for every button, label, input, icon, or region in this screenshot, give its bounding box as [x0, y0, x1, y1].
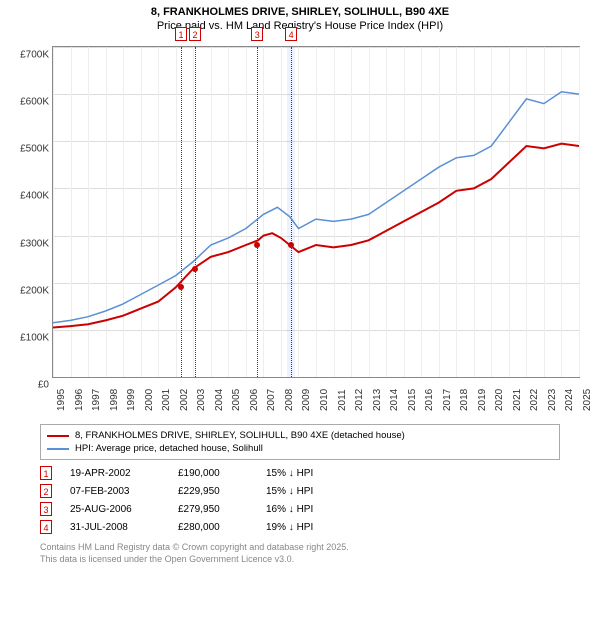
transaction-price: £280,000 — [178, 522, 248, 533]
transaction-number: 1 — [40, 466, 52, 480]
transaction-table: 1 19-APR-2002 £190,000 15% ↓ HPI 2 07-FEB-200… — [40, 464, 560, 536]
legend-swatch — [47, 435, 69, 437]
transaction-row: 1 19-APR-2002 £190,000 15% ↓ HPI — [40, 464, 560, 482]
transaction-hpi-diff: 15% ↓ HPI — [266, 486, 346, 497]
chart-title: 8, FRANKHOLMES DRIVE, SHIRLEY, SOLIHULL,… — [0, 0, 600, 20]
transaction-date: 31-JUL-2008 — [70, 522, 160, 533]
marker-number-box: 1 — [175, 27, 187, 41]
transaction-row: 4 31-JUL-2008 £280,000 19% ↓ HPI — [40, 518, 560, 536]
sale-point-marker — [288, 242, 294, 248]
transaction-number: 3 — [40, 502, 52, 516]
footer-line-2: This data is licensed under the Open Gov… — [40, 554, 560, 566]
transaction-date: 07-FEB-2003 — [70, 486, 160, 497]
transaction-date: 19-APR-2002 — [70, 468, 160, 479]
marker-number-box: 4 — [285, 27, 297, 41]
legend-swatch — [47, 448, 69, 450]
gridline-vertical — [579, 47, 580, 377]
y-axis-label: £300K — [9, 238, 49, 249]
transaction-date: 25-AUG-2006 — [70, 504, 160, 515]
sale-point-marker — [192, 266, 198, 272]
line-series-svg — [53, 47, 579, 377]
legend-box: 8, FRANKHOLMES DRIVE, SHIRLEY, SOLIHULL,… — [40, 424, 560, 460]
series-line — [53, 92, 579, 323]
transaction-price: £190,000 — [178, 468, 248, 479]
plot-area: £0£100K£200K£300K£400K£500K£600K£700K199… — [52, 46, 580, 378]
legend-label: HPI: Average price, detached house, Soli… — [75, 443, 263, 454]
transaction-price: £279,950 — [178, 504, 248, 515]
y-axis-label: £0 — [9, 380, 49, 391]
y-axis-label: £100K — [9, 332, 49, 343]
transaction-hpi-diff: 15% ↓ HPI — [266, 468, 346, 479]
sale-point-marker — [254, 242, 260, 248]
y-axis-label: £400K — [9, 191, 49, 202]
footer-attribution: Contains HM Land Registry data © Crown c… — [40, 542, 560, 565]
marker-number-box: 3 — [251, 27, 263, 41]
y-axis-label: £700K — [9, 50, 49, 61]
transaction-number: 4 — [40, 520, 52, 534]
transaction-price: £229,950 — [178, 486, 248, 497]
transaction-row: 2 07-FEB-2003 £229,950 15% ↓ HPI — [40, 482, 560, 500]
chart-container: £0£100K£200K£300K£400K£500K£600K£700K199… — [10, 38, 590, 418]
legend-row: 8, FRANKHOLMES DRIVE, SHIRLEY, SOLIHULL,… — [47, 429, 553, 442]
legend-label: 8, FRANKHOLMES DRIVE, SHIRLEY, SOLIHULL,… — [75, 430, 405, 441]
transaction-hpi-diff: 16% ↓ HPI — [266, 504, 346, 515]
y-axis-label: £500K — [9, 144, 49, 155]
footer-line-1: Contains HM Land Registry data © Crown c… — [40, 542, 560, 554]
transaction-number: 2 — [40, 484, 52, 498]
chart-subtitle: Price paid vs. HM Land Registry's House … — [0, 20, 600, 38]
transaction-hpi-diff: 19% ↓ HPI — [266, 522, 346, 533]
marker-number-box: 2 — [189, 27, 201, 41]
transaction-row: 3 25-AUG-2006 £279,950 16% ↓ HPI — [40, 500, 560, 518]
y-axis-label: £600K — [9, 97, 49, 108]
y-axis-label: £200K — [9, 285, 49, 296]
sale-point-marker — [178, 284, 184, 290]
legend-row: HPI: Average price, detached house, Soli… — [47, 442, 553, 455]
